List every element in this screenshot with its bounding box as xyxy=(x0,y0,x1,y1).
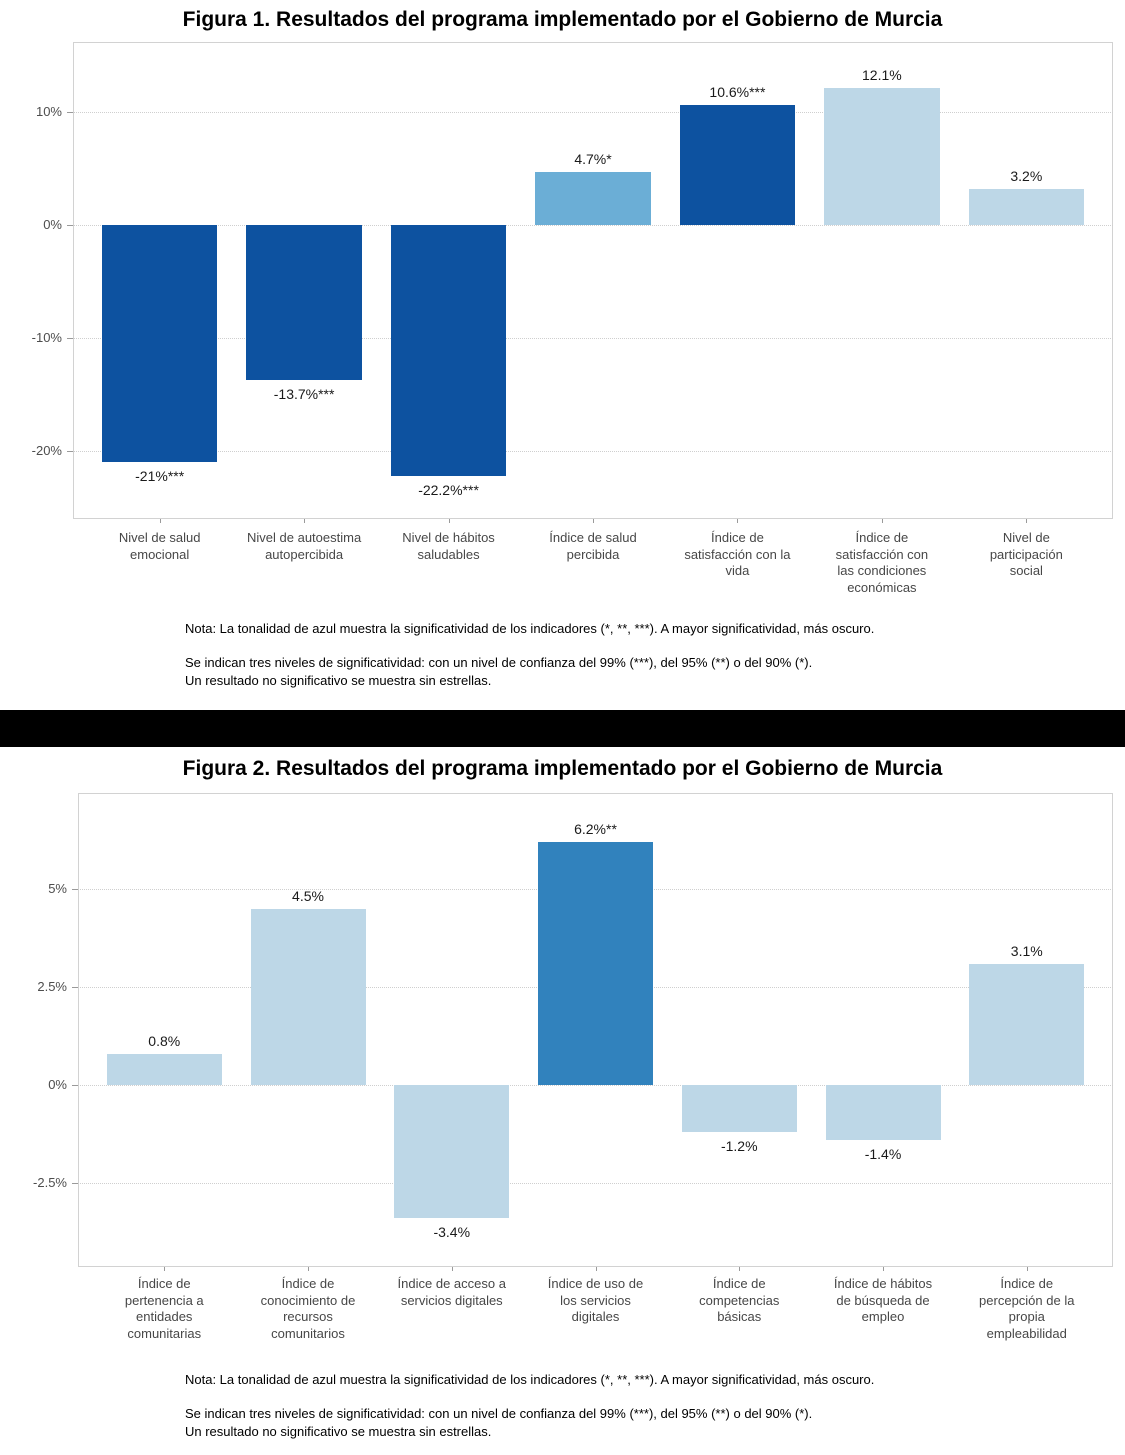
bar-value-label: -1.4% xyxy=(864,1145,902,1162)
bar-value-label: 4.7%* xyxy=(574,150,612,167)
y-tick xyxy=(72,1085,78,1087)
bar xyxy=(681,1085,797,1133)
y-tick-label: -20% xyxy=(31,443,62,459)
bar-value-label: -3.4% xyxy=(433,1224,471,1241)
bar-value-label: -13.7%*** xyxy=(273,385,335,402)
bar xyxy=(394,1085,510,1219)
bar-value-label: -1.2% xyxy=(720,1138,758,1155)
gridline xyxy=(73,112,1113,114)
figure2-note-block2: Se indican tres niveles de significativi… xyxy=(185,1406,813,1439)
x-category-label: Índice de percepción de la propia emplea… xyxy=(979,1276,1075,1341)
y-tick-label: 2.5% xyxy=(37,979,67,995)
y-tick xyxy=(67,451,73,453)
figure2-note-line1: Nota: La tonalidad de azul muestra la si… xyxy=(185,1372,875,1387)
x-category-label: Nivel de salud emocional xyxy=(118,530,201,562)
x-tick xyxy=(881,519,883,523)
gridline xyxy=(78,1085,1113,1087)
x-tick xyxy=(164,1267,166,1271)
bar xyxy=(968,188,1085,226)
bar-value-label: 0.8% xyxy=(148,1032,181,1049)
x-category-label: Índice de hábitos de búsqueda de empleo xyxy=(833,1276,933,1325)
x-category-label: Índice de pertenencia a entidades comuni… xyxy=(124,1276,204,1341)
y-tick-label: 5% xyxy=(48,881,67,897)
y-tick-label: 0% xyxy=(43,217,62,233)
y-tick-label: 0% xyxy=(48,1077,67,1093)
x-category-label: Nivel de autoestima autopercibida xyxy=(247,530,362,562)
figure1-note-block2: Se indican tres niveles de significativi… xyxy=(185,655,813,688)
separator-band xyxy=(0,710,1125,747)
y-tick xyxy=(72,1183,78,1185)
y-tick-label: -2.5% xyxy=(33,1175,67,1191)
x-category-label: Índice de salud percibida xyxy=(549,530,637,562)
bar xyxy=(250,908,366,1086)
x-tick xyxy=(1026,1267,1028,1271)
x-tick xyxy=(308,1267,309,1271)
gridline xyxy=(73,451,1113,453)
bar-value-label: 3.2% xyxy=(1010,167,1043,184)
bar xyxy=(969,963,1085,1086)
x-tick xyxy=(739,1267,741,1271)
bar xyxy=(825,1085,941,1140)
y-tick xyxy=(72,889,78,891)
x-tick xyxy=(883,1267,884,1271)
gridline xyxy=(73,338,1113,340)
x-tick xyxy=(1026,519,1028,523)
x-category-label: Índice de conocimiento de recursos comun… xyxy=(260,1276,356,1341)
gridline xyxy=(73,225,1113,227)
x-category-label: Nivel de participación social xyxy=(989,530,1063,579)
x-category-label: Índice de uso de los servicios digitales xyxy=(547,1276,644,1325)
bar-value-label: 6.2%** xyxy=(574,821,617,837)
x-tick xyxy=(159,519,161,523)
bar-value-label: 3.1% xyxy=(1010,942,1043,959)
bar-value-label: -22.2%*** xyxy=(418,482,479,499)
bar xyxy=(535,171,651,226)
gridline xyxy=(78,1183,1113,1185)
y-tick xyxy=(67,225,73,227)
x-category-label: Nivel de hábitos saludables xyxy=(402,530,495,562)
x-category-label: Índice de satisfacción con las condicion… xyxy=(835,530,929,595)
x-tick xyxy=(737,519,739,523)
figure1-title: Figura 1. Resultados del programa implem… xyxy=(182,8,943,31)
y-tick xyxy=(67,112,73,114)
x-category-label: Índice de acceso a servicios digitales xyxy=(397,1276,506,1308)
bar xyxy=(101,225,218,463)
bar-value-label: 4.5% xyxy=(292,887,324,904)
x-tick xyxy=(304,519,306,523)
x-tick xyxy=(448,519,450,523)
y-tick xyxy=(72,987,78,989)
bar-value-label: 12.1% xyxy=(862,67,902,84)
x-tick xyxy=(595,1267,597,1271)
bar xyxy=(390,225,507,477)
bar xyxy=(246,225,362,380)
bar xyxy=(824,88,940,226)
bar xyxy=(679,105,796,226)
x-tick xyxy=(451,1267,453,1271)
bar xyxy=(106,1053,222,1086)
x-category-label: Índice de satisfacción con la vida xyxy=(684,530,791,579)
bar-value-label: 10.6%*** xyxy=(709,84,766,101)
y-tick-label: 10% xyxy=(35,104,62,120)
figure1-note-line1: Nota: La tonalidad de azul muestra la si… xyxy=(185,621,875,636)
bar xyxy=(538,842,653,1086)
figure2-title: Figura 2. Resultados del programa implem… xyxy=(182,757,943,780)
x-category-label: Índice de competencias básicas xyxy=(699,1276,780,1325)
bar-value-label: -21%*** xyxy=(135,468,185,485)
y-tick xyxy=(67,338,73,340)
y-tick-label: -10% xyxy=(31,330,62,346)
x-tick xyxy=(593,519,594,523)
figure1-plot-area xyxy=(73,42,1113,519)
